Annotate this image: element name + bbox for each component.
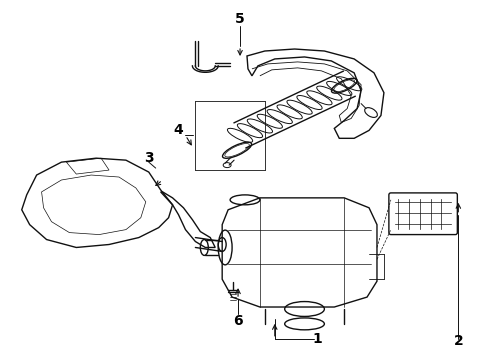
Text: 4: 4 — [173, 123, 183, 138]
Text: 1: 1 — [313, 332, 322, 346]
Text: 5: 5 — [235, 12, 245, 26]
Text: 6: 6 — [233, 314, 243, 328]
Text: 3: 3 — [144, 151, 153, 165]
Text: 2: 2 — [453, 334, 463, 348]
